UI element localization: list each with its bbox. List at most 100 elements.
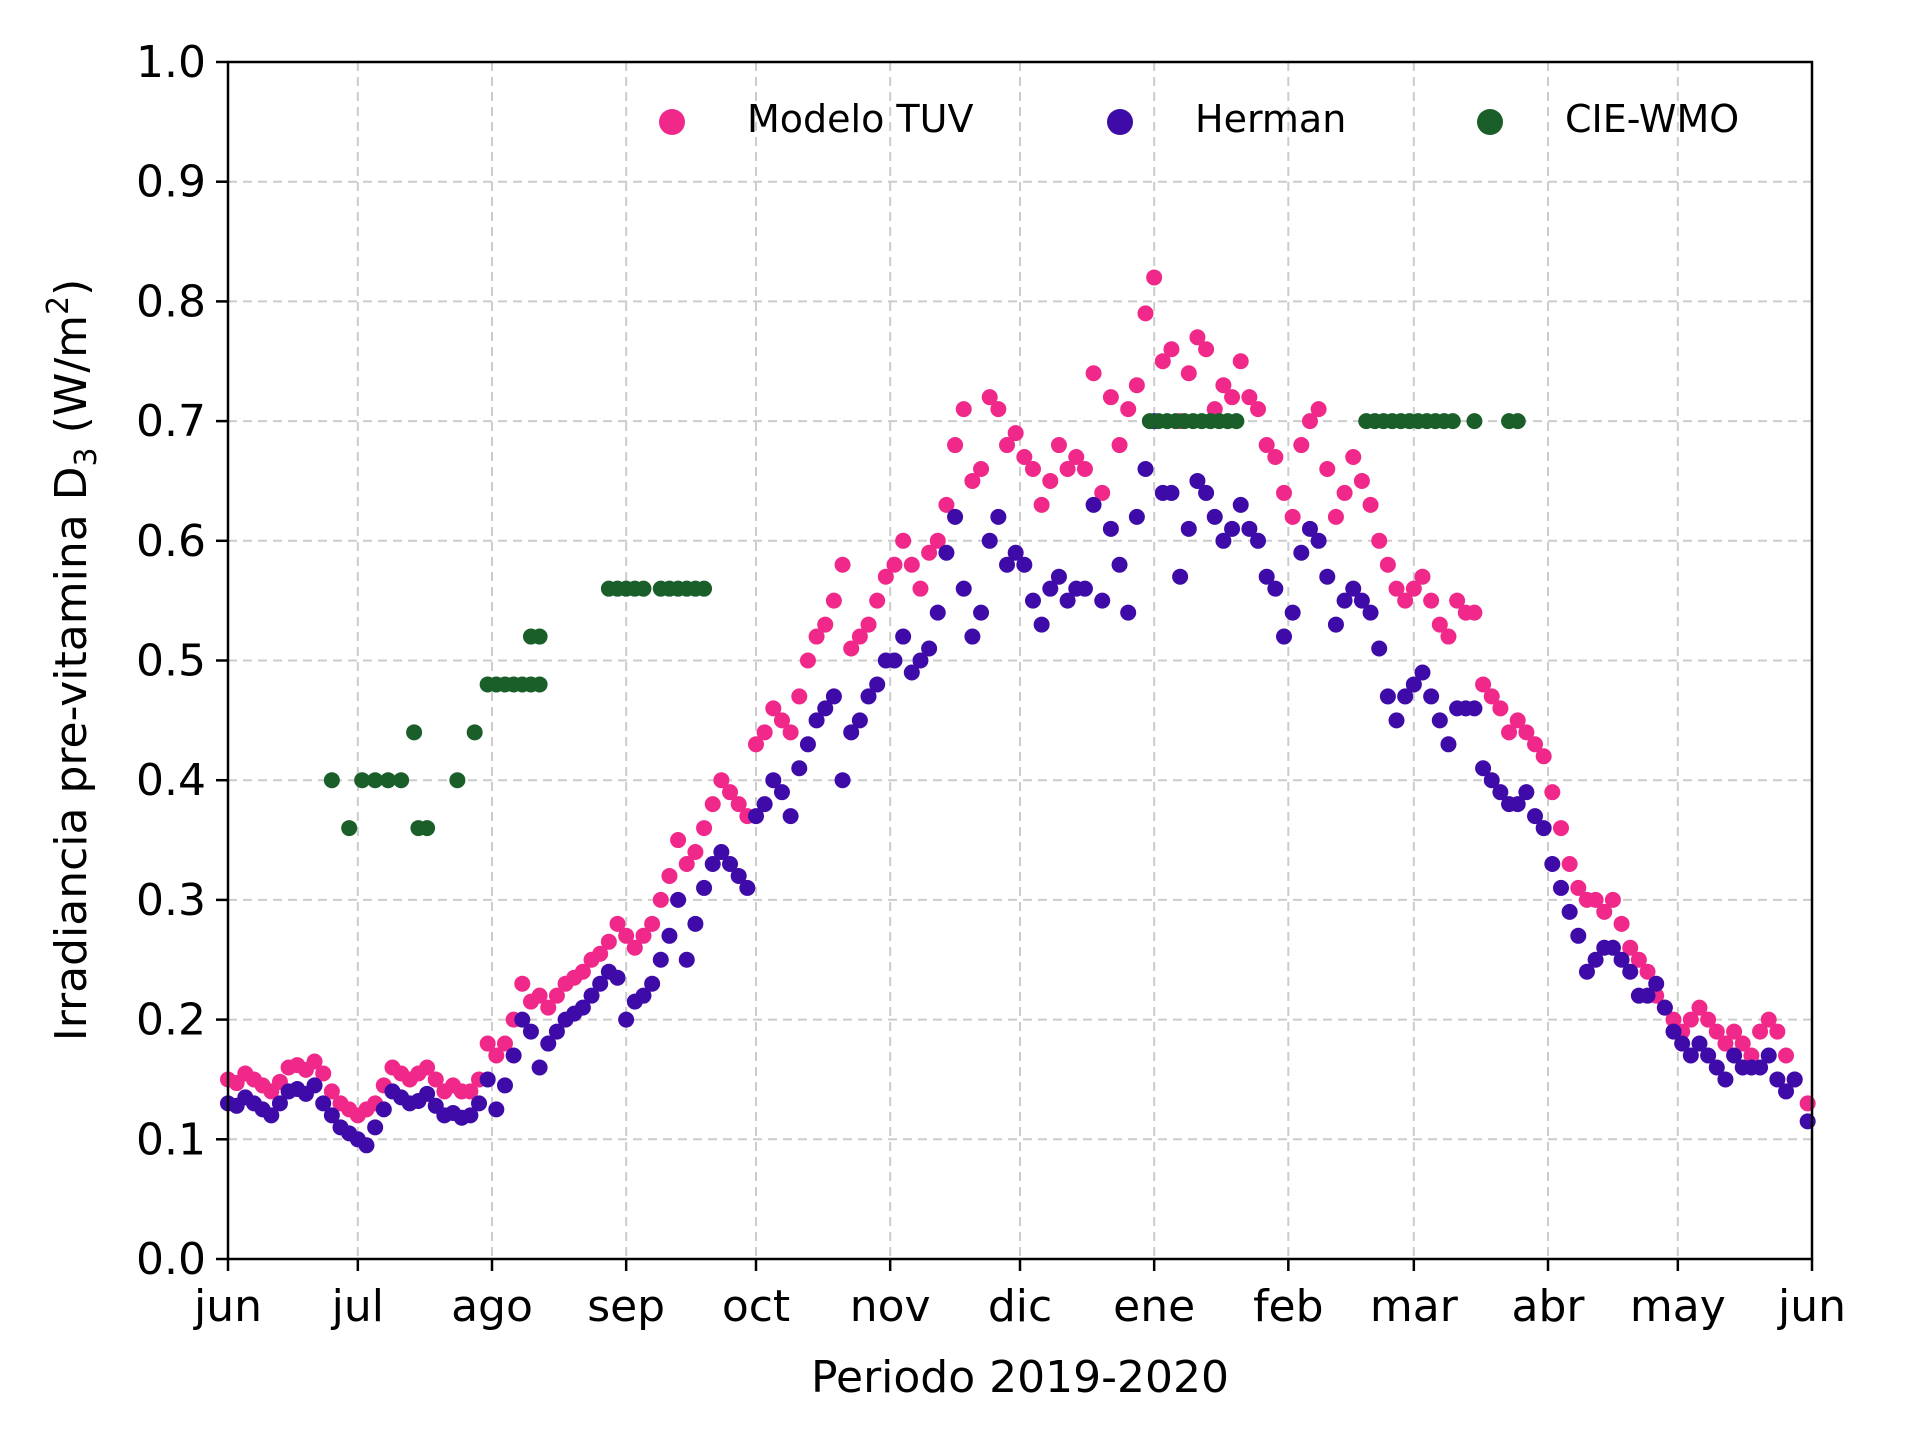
point-modelo-tuv — [999, 437, 1016, 454]
point-modelo-tuv — [1345, 449, 1362, 466]
point-cie-wmo — [449, 772, 466, 789]
point-herman — [1224, 520, 1241, 537]
point-modelo-tuv — [1016, 449, 1033, 466]
point-herman — [799, 736, 816, 753]
point-herman — [419, 1085, 436, 1102]
point-modelo-tuv — [661, 867, 678, 884]
point-herman — [1475, 760, 1492, 777]
point-modelo-tuv — [1535, 748, 1552, 765]
point-herman — [1700, 1047, 1717, 1064]
point-herman — [1180, 520, 1197, 537]
point-herman — [1552, 879, 1569, 896]
point-modelo-tuv — [1301, 413, 1318, 430]
point-modelo-tuv — [895, 532, 912, 549]
x-tick-label: jul — [331, 1281, 384, 1332]
point-herman — [964, 628, 981, 645]
point-modelo-tuv — [1059, 460, 1076, 477]
point-modelo-tuv — [609, 915, 626, 932]
point-modelo-tuv — [540, 999, 557, 1016]
point-cie-wmo — [531, 628, 548, 645]
point-modelo-tuv — [1544, 784, 1561, 801]
point-herman — [1215, 532, 1232, 549]
point-herman — [488, 1101, 505, 1118]
point-modelo-tuv — [462, 1083, 479, 1100]
point-modelo-tuv — [687, 844, 704, 861]
point-herman — [765, 772, 782, 789]
point-modelo-tuv — [1475, 676, 1492, 693]
point-cie-wmo — [531, 676, 548, 693]
point-herman — [722, 855, 739, 872]
point-herman — [981, 532, 998, 549]
point-herman — [1518, 784, 1535, 801]
point-modelo-tuv — [1024, 460, 1041, 477]
point-modelo-tuv — [1163, 341, 1180, 358]
point-herman — [1189, 472, 1206, 489]
point-herman — [514, 1011, 531, 1028]
point-modelo-tuv — [1319, 460, 1336, 477]
point-modelo-tuv — [704, 796, 721, 813]
point-modelo-tuv — [1518, 724, 1535, 741]
point-herman — [609, 969, 626, 986]
legend-label-herman: Herman — [1195, 97, 1346, 141]
point-modelo-tuv — [1691, 999, 1708, 1016]
y-axis-label-superscript: 2 — [41, 296, 76, 315]
x-tick-label: abr — [1512, 1281, 1586, 1332]
point-modelo-tuv — [1423, 592, 1440, 609]
point-modelo-tuv — [644, 915, 661, 932]
point-modelo-tuv — [921, 544, 938, 561]
point-modelo-tuv — [1570, 879, 1587, 896]
point-modelo-tuv — [1327, 508, 1344, 525]
point-modelo-tuv — [955, 401, 972, 418]
point-cie-wmo — [354, 772, 371, 789]
x-tick-label: may — [1630, 1281, 1726, 1332]
point-modelo-tuv — [1085, 365, 1102, 382]
point-cie-wmo — [406, 724, 423, 741]
point-herman — [817, 700, 834, 717]
point-herman — [367, 1119, 384, 1136]
point-herman — [1094, 592, 1111, 609]
point-herman — [661, 927, 678, 944]
point-herman — [1172, 568, 1189, 585]
point-cie-wmo — [696, 580, 713, 597]
point-herman — [323, 1107, 340, 1124]
point-herman — [1639, 987, 1656, 1004]
point-herman — [1310, 532, 1327, 549]
point-herman — [1128, 508, 1145, 525]
point-herman — [1042, 580, 1059, 597]
point-herman — [912, 652, 929, 669]
point-modelo-tuv — [1561, 855, 1578, 872]
point-cie-wmo — [367, 772, 384, 789]
point-modelo-tuv — [600, 933, 617, 950]
point-herman — [1578, 963, 1595, 980]
point-herman — [1544, 855, 1561, 872]
point-modelo-tuv — [315, 1065, 332, 1082]
point-herman — [1267, 580, 1284, 597]
point-modelo-tuv — [713, 772, 730, 789]
point-herman — [592, 975, 609, 992]
point-herman — [1059, 592, 1076, 609]
point-cie-wmo — [1509, 413, 1526, 430]
point-modelo-tuv — [1258, 437, 1275, 454]
point-herman — [574, 999, 591, 1016]
point-herman — [531, 1059, 548, 1076]
point-herman — [1665, 1023, 1682, 1040]
point-herman — [1778, 1083, 1795, 1100]
point-herman — [748, 808, 764, 825]
point-modelo-tuv — [652, 891, 669, 908]
point-herman — [1760, 1047, 1777, 1064]
point-cie-wmo — [1466, 413, 1483, 430]
point-herman — [1799, 1113, 1816, 1130]
point-herman — [522, 1023, 539, 1040]
point-herman — [635, 987, 652, 1004]
point-modelo-tuv — [964, 472, 981, 489]
point-cie-wmo — [635, 580, 652, 597]
point-modelo-tuv — [929, 532, 946, 549]
point-modelo-tuv — [1379, 556, 1396, 573]
point-herman — [973, 604, 990, 621]
point-herman — [1016, 556, 1033, 573]
point-herman — [496, 1077, 513, 1094]
point-modelo-tuv — [1501, 724, 1518, 741]
point-herman — [1509, 796, 1526, 813]
legend-marker-herman — [1107, 109, 1133, 135]
point-herman — [1388, 712, 1405, 729]
